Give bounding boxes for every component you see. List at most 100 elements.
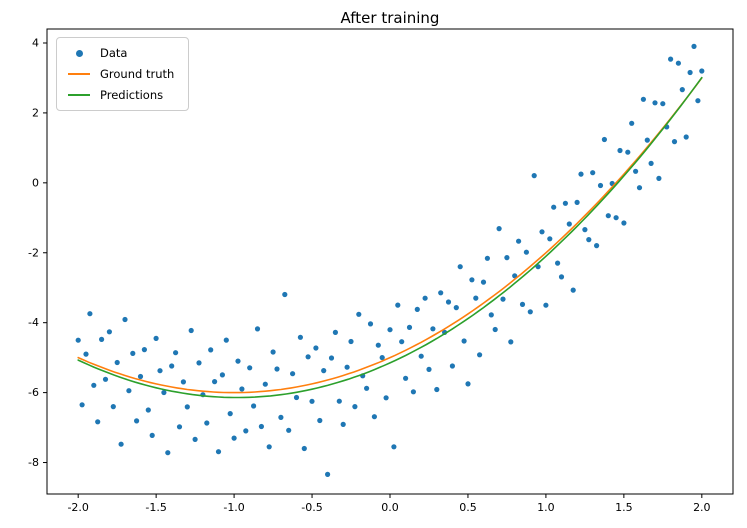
- data-point: [134, 418, 140, 424]
- y-tick-label: -4: [28, 316, 39, 329]
- legend: Data Ground truth Predictions: [56, 37, 190, 111]
- data-point: [496, 226, 502, 232]
- data-point: [122, 316, 128, 323]
- data-point: [79, 402, 85, 408]
- data-point: [141, 347, 147, 353]
- data-point: [543, 302, 549, 308]
- y-tick-label: 2: [32, 106, 39, 119]
- data-point: [477, 352, 483, 358]
- data-point: [590, 170, 596, 176]
- data-point: [555, 260, 561, 266]
- legend-marker: [75, 49, 83, 57]
- data-point: [652, 100, 658, 106]
- data-point: [648, 160, 654, 166]
- data-point: [636, 185, 643, 191]
- data-point: [262, 381, 268, 387]
- data-point: [512, 273, 518, 279]
- data-point: [340, 421, 346, 427]
- data-point: [91, 382, 97, 388]
- data-point: [356, 311, 362, 317]
- data-point: [364, 385, 370, 391]
- data-point: [87, 311, 93, 317]
- data-point: [418, 353, 424, 359]
- scatter-series-data: [75, 43, 705, 477]
- data-point: [566, 221, 572, 227]
- data-point: [313, 345, 319, 351]
- data-point: [286, 427, 292, 433]
- legend-item-predictions: Predictions: [68, 88, 174, 102]
- data-point: [114, 359, 120, 366]
- data-point: [278, 414, 284, 420]
- data-point: [668, 56, 674, 62]
- data-point: [99, 336, 105, 342]
- data-point: [83, 351, 89, 357]
- data-point: [430, 326, 436, 332]
- data-point: [309, 398, 315, 404]
- data-point: [173, 350, 179, 356]
- data-point: [605, 213, 611, 219]
- x-tick-label: 0.0: [381, 501, 399, 514]
- data-point: [391, 444, 397, 450]
- data-point: [625, 149, 631, 155]
- x-tick-label: -1.5: [145, 501, 166, 514]
- data-point: [383, 395, 389, 401]
- data-point: [551, 204, 557, 210]
- data-point: [192, 436, 198, 442]
- data-point: [208, 347, 214, 353]
- data-point: [102, 376, 109, 382]
- y-tick-label: 0: [32, 176, 39, 189]
- data-point: [578, 171, 584, 177]
- data-point: [671, 139, 678, 145]
- data-point: [691, 43, 697, 50]
- legend-item-data: Data: [68, 46, 174, 60]
- data-point: [165, 450, 171, 456]
- data-point: [75, 337, 81, 343]
- data-point: [395, 302, 401, 308]
- data-point: [500, 296, 506, 302]
- data-point: [387, 327, 393, 333]
- data-point: [539, 229, 545, 235]
- data-point: [449, 363, 455, 369]
- data-point: [488, 312, 494, 318]
- data-point: [644, 137, 650, 143]
- line-swatch-icon: [68, 73, 90, 75]
- data-point: [687, 69, 693, 76]
- x-tick-label: -0.5: [301, 501, 322, 514]
- data-point: [126, 388, 132, 394]
- data-point: [570, 287, 576, 293]
- legend-item-ground-truth: Ground truth: [68, 67, 174, 81]
- data-point: [461, 338, 467, 344]
- data-point: [176, 424, 183, 430]
- data-point: [621, 220, 627, 226]
- data-point: [212, 379, 218, 385]
- data-point: [196, 360, 202, 366]
- data-point: [469, 277, 475, 283]
- data-point: [403, 375, 409, 381]
- data-point: [527, 309, 533, 315]
- data-point: [270, 349, 276, 355]
- data-point: [231, 435, 237, 441]
- data-point: [695, 98, 701, 104]
- data-point: [254, 326, 261, 332]
- data-point: [235, 358, 241, 364]
- data-point: [480, 279, 487, 285]
- data-point: [290, 371, 296, 377]
- data-point: [531, 173, 537, 179]
- data-point: [656, 175, 662, 181]
- data-point: [317, 417, 323, 424]
- data-point: [157, 368, 163, 374]
- data-point: [344, 364, 350, 370]
- ground-truth-line: [77, 77, 703, 394]
- data-point: [110, 404, 116, 410]
- data-point: [219, 372, 225, 378]
- data-point: [574, 199, 580, 205]
- data-point: [118, 441, 124, 447]
- data-point: [683, 134, 689, 140]
- data-point: [519, 301, 526, 307]
- legend-label: Predictions: [100, 88, 164, 102]
- data-point: [675, 60, 682, 66]
- data-point: [130, 350, 136, 356]
- x-tick-label: 0.5: [459, 501, 477, 514]
- data-point: [243, 428, 249, 434]
